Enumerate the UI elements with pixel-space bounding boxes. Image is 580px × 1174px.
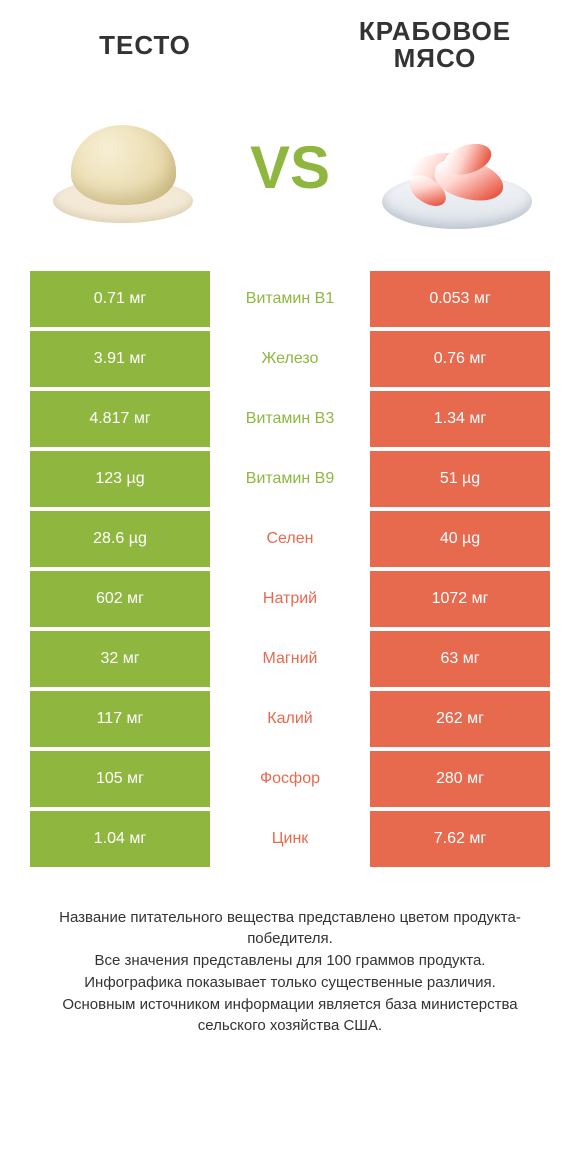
- header: ТЕСТО КРАБОВОЕМЯСО: [0, 0, 580, 83]
- left-title: ТЕСТО: [30, 30, 260, 61]
- dough-ball-icon: [71, 125, 176, 205]
- table-row: 105 мгФосфор280 мг: [30, 751, 550, 807]
- right-value: 40 µg: [370, 511, 550, 567]
- nutrient-label: Натрий: [210, 571, 370, 627]
- right-value: 0.053 мг: [370, 271, 550, 327]
- left-value: 117 мг: [30, 691, 210, 747]
- footer-line: Все значения представлены для 100 граммо…: [30, 950, 550, 972]
- footer-text: Название питательного вещества представл…: [30, 907, 550, 1038]
- left-value: 1.04 мг: [30, 811, 210, 867]
- images-row: VS: [0, 83, 580, 271]
- right-value: 262 мг: [370, 691, 550, 747]
- nutrient-label: Цинк: [210, 811, 370, 867]
- table-row: 4.817 мгВитамин B31.34 мг: [30, 391, 550, 447]
- right-value: 0.76 мг: [370, 331, 550, 387]
- left-value: 602 мг: [30, 571, 210, 627]
- table-row: 28.6 µgСелен40 µg: [30, 511, 550, 567]
- table-row: 32 мгМагний63 мг: [30, 631, 550, 687]
- vs-label: VS: [240, 133, 340, 202]
- nutrient-label: Витамин B9: [210, 451, 370, 507]
- table-row: 602 мгНатрий1072 мг: [30, 571, 550, 627]
- right-image: [372, 83, 542, 253]
- footer-line: Инфографика показывает только существенн…: [30, 972, 550, 994]
- right-value: 63 мг: [370, 631, 550, 687]
- right-title: КРАБОВОЕМЯСО: [320, 18, 550, 73]
- nutrient-label: Железо: [210, 331, 370, 387]
- right-value: 1072 мг: [370, 571, 550, 627]
- table-row: 123 µgВитамин B951 µg: [30, 451, 550, 507]
- left-value: 32 мг: [30, 631, 210, 687]
- nutrient-label: Фосфор: [210, 751, 370, 807]
- left-value: 3.91 мг: [30, 331, 210, 387]
- left-value: 28.6 µg: [30, 511, 210, 567]
- comparison-table: 0.71 мгВитамин B10.053 мг3.91 мгЖелезо0.…: [30, 271, 550, 867]
- right-value: 280 мг: [370, 751, 550, 807]
- nutrient-label: Витамин B3: [210, 391, 370, 447]
- nutrient-label: Магний: [210, 631, 370, 687]
- left-value: 105 мг: [30, 751, 210, 807]
- nutrient-label: Калий: [210, 691, 370, 747]
- right-value: 51 µg: [370, 451, 550, 507]
- footer-line: Основным источником информации является …: [30, 994, 550, 1038]
- left-image: [38, 83, 208, 253]
- left-value: 0.71 мг: [30, 271, 210, 327]
- table-row: 3.91 мгЖелезо0.76 мг: [30, 331, 550, 387]
- table-row: 0.71 мгВитамин B10.053 мг: [30, 271, 550, 327]
- table-row: 117 мгКалий262 мг: [30, 691, 550, 747]
- footer-line: Название питательного вещества представл…: [30, 907, 550, 951]
- table-row: 1.04 мгЦинк7.62 мг: [30, 811, 550, 867]
- right-value: 1.34 мг: [370, 391, 550, 447]
- right-value: 7.62 мг: [370, 811, 550, 867]
- left-value: 123 µg: [30, 451, 210, 507]
- nutrient-label: Селен: [210, 511, 370, 567]
- nutrient-label: Витамин B1: [210, 271, 370, 327]
- left-value: 4.817 мг: [30, 391, 210, 447]
